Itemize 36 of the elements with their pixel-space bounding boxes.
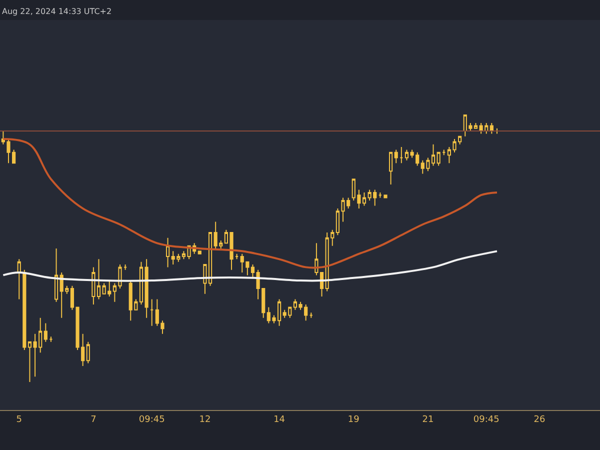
candlestick xyxy=(17,258,21,300)
candlestick xyxy=(22,269,26,350)
candlestick xyxy=(139,261,144,306)
candlestick xyxy=(124,264,128,270)
candlestick xyxy=(389,152,393,185)
candlestick xyxy=(150,298,154,326)
candlestick xyxy=(436,152,440,166)
x-tick-label: 14 xyxy=(274,414,286,425)
candlestick xyxy=(384,194,388,198)
candlestick xyxy=(166,237,170,268)
candlestick xyxy=(86,341,90,364)
x-tick-label: 09:45 xyxy=(138,414,165,425)
candlestick xyxy=(144,258,148,318)
candlestick xyxy=(394,149,398,164)
text: Aug 22, 2024 14:33 UTC+2 xyxy=(2,7,112,16)
candlestick xyxy=(442,149,446,156)
candlestick xyxy=(309,312,313,318)
candlestick xyxy=(362,192,366,206)
candlestick xyxy=(250,264,255,278)
candlestick xyxy=(495,128,499,134)
candlestick xyxy=(490,122,494,134)
candlestick xyxy=(54,248,58,302)
candlestick xyxy=(198,250,202,254)
candlestick xyxy=(378,192,382,198)
x-tick-label: 19 xyxy=(348,414,360,425)
candlestick xyxy=(400,146,404,164)
x-tick-label: 26 xyxy=(534,414,546,425)
candlestick xyxy=(235,253,239,260)
candlestick xyxy=(44,322,48,342)
x-tick-label: 12 xyxy=(199,414,211,425)
x-tick-label: 7 xyxy=(90,414,96,425)
x-tick-label: 5 xyxy=(16,414,22,425)
candlestick xyxy=(474,122,478,129)
candlestick xyxy=(49,336,53,342)
x-tick-label: 09:45 xyxy=(473,414,500,425)
x-tick-label: 21 xyxy=(422,414,434,425)
